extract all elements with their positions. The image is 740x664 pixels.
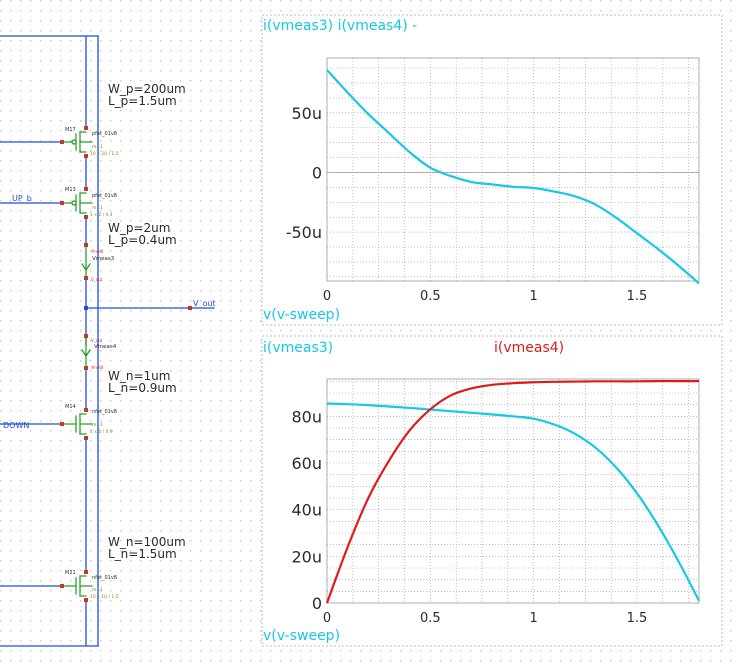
x-tick-label: 0: [323, 611, 331, 626]
x-tick-label: 0: [323, 289, 331, 304]
ammeter-vmeas4[interactable]: V_out Vmeas4 #net8: [81, 334, 117, 371]
net-label-down[interactable]: DOWN: [3, 421, 29, 430]
graph-1-x-label: v(v-sweep): [263, 307, 340, 323]
x-tick-label: 0.5: [420, 611, 441, 626]
graph-2-legend-vmeas3[interactable]: i(vmeas3): [263, 340, 333, 356]
graph-2-x-label: v(v-sweep): [263, 628, 340, 644]
series-line-1: [325, 379, 699, 604]
m21-ref: M21: [65, 570, 76, 576]
note-m21-l: L_n=1.5um: [108, 547, 177, 561]
y-tick-label: 0: [312, 594, 322, 613]
x-tick-label: 1.5: [627, 289, 648, 304]
net-label-up-b[interactable]: UP_b: [12, 194, 32, 203]
m21-size: 10 x 10 / 1.5: [90, 594, 119, 600]
note-m13-w: W_p=2um: [108, 221, 170, 235]
m21-mult: m=1: [92, 587, 103, 593]
y-tick-label: -50u: [286, 223, 322, 242]
y-tick-label: 50u: [292, 104, 323, 123]
wires: [0, 35, 191, 647]
graph-1-ticks: 0 0.5 1 1.5 -50u 0 50u: [286, 104, 648, 304]
m14-model: nfet_01v8: [92, 409, 117, 415]
note-m17-w: W_p=200um: [108, 82, 186, 96]
y-tick-label: 0: [312, 163, 322, 182]
graph-2-plot-area: [326, 378, 700, 604]
note-m14-w: W_n=1um: [108, 369, 170, 383]
waveform-graph-2[interactable]: i(vmeas3) i(vmeas4) 0 0.5 1 1.5 0 20u 40u 60u 80…: [261, 335, 723, 647]
vmeas3-net-bottom: V_out: [91, 277, 103, 282]
note-m17-l: L_p=1.5um: [108, 94, 177, 108]
m13-ref: M13: [65, 187, 76, 193]
vmeas3-net-top: #net6: [91, 249, 104, 254]
transistor-m14[interactable]: M14 nfet_01v8 m=1 1 x 1 / 0.9: [60, 404, 117, 440]
net-label-v-out[interactable]: V_out: [193, 299, 216, 308]
transistor-m17[interactable]: M17 pfet_01v8 m=1 10 x 20 / 1.5: [60, 126, 119, 158]
y-tick-label: 80u: [292, 407, 323, 426]
x-tick-label: 1: [530, 289, 538, 304]
m17-model: pfet_01v8: [92, 131, 117, 137]
m13-model: pfet_01v8: [92, 193, 117, 199]
x-tick-label: 1: [530, 611, 538, 626]
v-out-pin: [188, 306, 192, 310]
y-tick-label: 40u: [292, 501, 323, 520]
series-line-0: [326, 402, 700, 602]
x-tick-label: 1.5: [627, 611, 648, 626]
m14-size: 1 x 1 / 0.9: [90, 429, 113, 435]
note-m14-l: L_n=0.9um: [108, 381, 177, 395]
m17-size: 10 x 20 / 1.5: [90, 151, 119, 157]
graph-1-plot-area: [326, 57, 700, 282]
m14-ref: M14: [65, 404, 76, 410]
y-tick-label: 20u: [292, 547, 323, 566]
graph-1-frame: [261, 14, 723, 326]
waveform-graph-1[interactable]: i(vmeas3) i(vmeas4) - 0 0.5 1 1.5 -50u 0 50u v…: [261, 14, 723, 326]
note-m21-w: W_n=100um: [108, 535, 186, 549]
graph-2-series: [325, 379, 700, 604]
graph-1-title: i(vmeas3) i(vmeas4) -: [263, 18, 417, 34]
v-out-junction: [84, 306, 88, 310]
m17-mult: m=1: [92, 144, 103, 150]
series-line-0: [326, 69, 700, 285]
note-m13-l: L_p=0.4um: [108, 233, 177, 247]
param-notes: W_p=200um L_p=1.5um W_p=2um L_p=0.4um W_…: [108, 82, 186, 561]
m21-model: nfet_01v8: [92, 575, 117, 581]
vmeas3-name: Vmeas3: [92, 256, 115, 262]
graph-2-grid: [327, 379, 699, 603]
graph-1-series: [326, 69, 700, 285]
m17-ref: M17: [65, 127, 76, 133]
m13-mult: m=1: [92, 205, 103, 211]
m14-mult: m=1: [92, 422, 103, 428]
vmeas4-net-bottom: #net8: [91, 365, 104, 370]
schematic-canvas[interactable]: M17 pfet_01v8 m=1 10 x 20 / 1.5 M13 pfet…: [0, 35, 216, 647]
graph-2-frame: [261, 335, 723, 647]
vmeas4-net-top: V_out: [91, 338, 103, 343]
x-tick-label: 0.5: [420, 289, 441, 304]
graph-2-ticks: 0 0.5 1 1.5 0 20u 40u 60u 80u: [292, 407, 648, 626]
transistor-m13[interactable]: M13 pfet_01v8 m=1 1 x 2 / 0.4: [60, 187, 117, 219]
transistor-m21[interactable]: M21 nfet_01v8 m=1 10 x 10 / 1.5: [60, 570, 119, 602]
vmeas4-name: Vmeas4: [94, 344, 117, 350]
graph-2-legend-vmeas4[interactable]: i(vmeas4): [494, 340, 564, 356]
m13-size: 1 x 2 / 0.4: [90, 212, 113, 218]
ammeter-vmeas3[interactable]: #net6 Vmeas3 V_out: [81, 243, 115, 282]
y-tick-label: 60u: [292, 454, 323, 473]
